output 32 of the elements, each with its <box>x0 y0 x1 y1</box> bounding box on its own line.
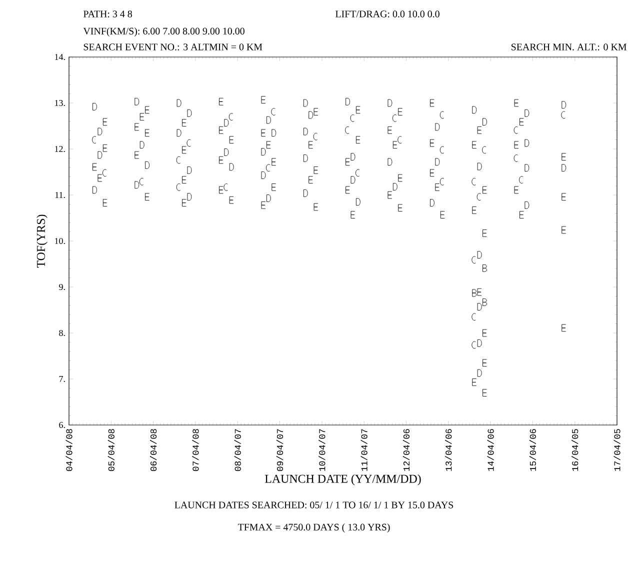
x-tick-label: 11/04/07 <box>360 429 368 471</box>
y-tick-label: 7. <box>59 376 65 382</box>
text: TFMAX = 4750.0 DAYS ( 13.0 YRS) <box>238 523 390 533</box>
x-tick-label: 12/04/06 <box>402 429 410 471</box>
y-tick-label: 6. <box>59 422 65 428</box>
y-tick-label: 8. <box>59 330 65 336</box>
y-tick-label: 10. <box>55 238 65 244</box>
x-tick-label: 16/04/05 <box>572 429 578 471</box>
x-tick-label: 10/04/07 <box>318 429 326 471</box>
x-tick-label: 13/04/06 <box>445 429 452 471</box>
text: SEARCH MIN. ALT.: 0 KM <box>512 44 627 50</box>
x-tick-label: 08/04/07 <box>234 429 241 472</box>
y-tick-label: 9. <box>59 284 65 290</box>
y-tick-label: 12. <box>55 146 65 152</box>
text: LAUNCH DATES SEARCHED: 05/ 1/ 1 TO 16/ 1/ 1 BY 15.0 DAYS <box>174 502 454 508</box>
text: LIFT/DRAG: 0.0 10.0 0.0 <box>335 10 440 18</box>
x-tick-label: 14/04/06 <box>487 429 494 471</box>
x-tick-label: 06/04/08 <box>150 429 157 472</box>
x-tick-label: 04/04/08 <box>66 429 72 472</box>
x-tick-label: 07/04/08 <box>192 429 199 472</box>
y-tick-label: 11. <box>55 192 65 198</box>
text: VINF(KM/S): 6.00 7.00 8.00 9.00 10.00 <box>83 27 244 37</box>
y-tick-label: 13. <box>55 100 65 106</box>
x-tick-label: 15/04/06 <box>529 429 536 471</box>
y-axis-title: TOF(YRS) <box>36 214 48 268</box>
text: PATH: 3 4 8 <box>83 10 132 18</box>
y-tick-label: 14. <box>55 54 65 60</box>
x-axis-title: LAUNCH DATE (YY/MM/DD) <box>264 474 421 486</box>
x-tick-label: 17/04/05 <box>614 429 620 471</box>
x-tick-label: 09/04/07 <box>276 429 284 472</box>
x-tick-label: 05/04/08 <box>108 429 114 472</box>
text: SEARCH EVENT NO.: 3 ALTMIN = 0 KM <box>84 44 262 50</box>
